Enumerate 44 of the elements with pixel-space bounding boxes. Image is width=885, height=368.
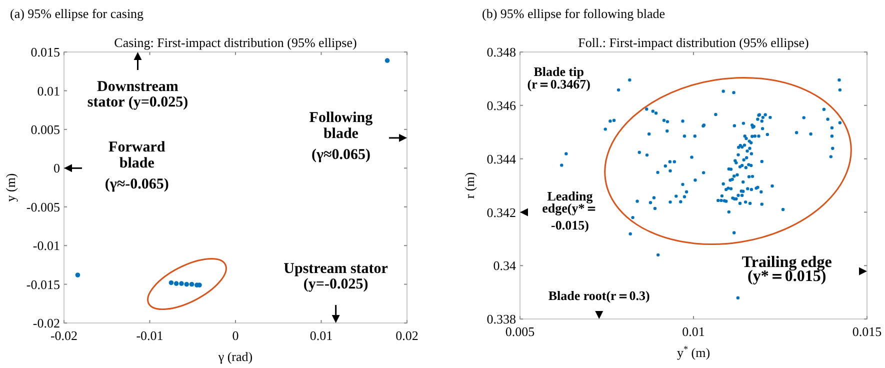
y-tick-label: 0.348 xyxy=(486,44,516,60)
x-axis-title: γ (rad) xyxy=(217,349,253,364)
x-tick-label: 0.02 xyxy=(396,328,418,343)
annotation: Leading edge(y*＝ -0.015) xyxy=(542,188,598,233)
x-axis-title: y$^{*}$ (m) xyxy=(676,344,710,360)
annotation: Forward blade (γ≈-0.065) xyxy=(104,140,169,192)
annotation: Blade tip (r＝0.3467) xyxy=(527,64,590,92)
annotation: Trailing edge (y*＝0.015) xyxy=(742,254,832,286)
x-tick-label: 0.005 xyxy=(505,324,535,339)
chart-subtitle: Casing: First-impact distribution (95% ellipse) xyxy=(114,35,357,50)
chart-title: (a) 95% ellipse for casing xyxy=(10,6,144,21)
y-tick-label: 0.34 xyxy=(493,258,516,274)
x-tick-label: -0.01 xyxy=(136,328,164,343)
x-tick-label: 0 xyxy=(232,328,239,343)
y-axis-title: r (m) xyxy=(462,172,477,199)
chart-subtitle: Foll.: First-impact distribution (95% ellipse) xyxy=(578,35,809,50)
x-tick-label: 0.01 xyxy=(310,328,333,343)
point xyxy=(189,282,194,287)
y-tick-label: -0.015 xyxy=(26,276,60,292)
y-tick-label: -0.005 xyxy=(26,199,60,214)
y-tick-label: 0.005 xyxy=(30,122,60,137)
y-tick-label: 0.342 xyxy=(486,204,516,220)
x-tick-label: -0.02 xyxy=(50,328,78,343)
point xyxy=(184,282,190,287)
chart-title: (b) 95% ellipse for following blade xyxy=(482,6,666,21)
y-tick-label: 0 xyxy=(54,160,60,176)
y-tick-label: 0.338 xyxy=(486,312,516,327)
annotation: Upstream stator (y=-0.025) xyxy=(284,260,388,293)
y-tick-label: 0.015 xyxy=(30,44,60,60)
point xyxy=(179,281,184,286)
y-tick-label: 0.01 xyxy=(37,83,60,98)
x-tick-label: 0.015 xyxy=(852,324,882,339)
point xyxy=(174,281,179,286)
annotation: Following blade (γ≈0.065) xyxy=(309,110,374,163)
y-tick-label: -0.01 xyxy=(32,238,60,254)
y-axis-title: y (m) xyxy=(3,173,18,202)
annotation: Blade root(r＝0.3) xyxy=(548,288,650,304)
point xyxy=(75,272,80,278)
y-tick-label: 0.346 xyxy=(486,98,516,113)
point xyxy=(168,280,174,286)
point xyxy=(384,58,390,63)
x-tick-label: 0.01 xyxy=(682,324,705,339)
y-tick-label: 0.344 xyxy=(486,151,516,166)
annotation: Downstream stator (y=0.025) xyxy=(87,78,188,111)
